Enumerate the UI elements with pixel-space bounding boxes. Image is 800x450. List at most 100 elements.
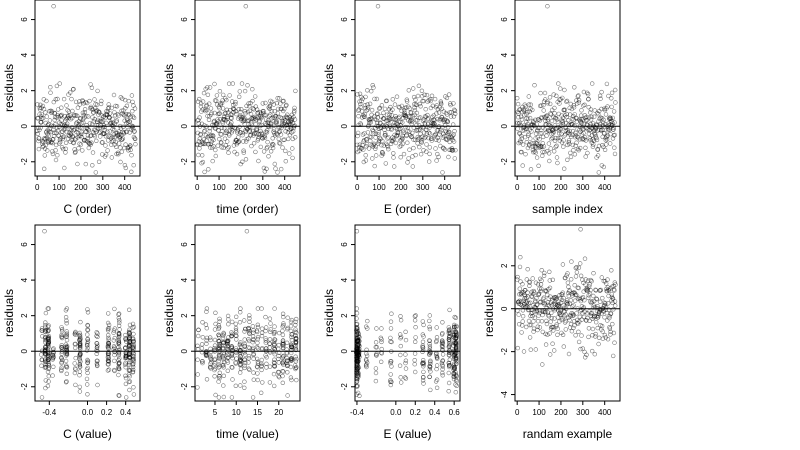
data-point [427,131,433,136]
data-point [112,110,117,115]
data-point [390,137,396,143]
data-point [542,97,548,102]
data-point [246,118,251,124]
data-point [77,141,82,146]
data-point [36,146,42,152]
data-point [48,90,53,95]
panel-c-value: -2 0 2 4 6 -0.4 0.0 0.2 0.4 residuals C (value) [2,224,141,441]
data-point [38,102,43,108]
data-point [201,137,207,142]
data-point [519,149,524,155]
data-point [411,145,416,151]
data-point [241,150,247,155]
data-point [393,140,399,146]
data-point [439,101,444,107]
data-point [546,141,552,146]
data-point [413,137,418,143]
data-point [260,101,265,106]
data-point [552,138,558,144]
data-point [129,93,135,98]
data-point [413,152,418,158]
y-tick-label: 4 [20,52,29,57]
data-point [89,85,95,91]
data-point [567,132,573,137]
data-point [433,146,438,151]
data-point [598,96,603,101]
data-point [532,149,537,154]
data-point [558,135,563,141]
data-point [405,125,411,130]
data-point [201,90,207,96]
data-point [417,127,423,132]
data-point [46,133,51,139]
data-point [451,114,457,119]
data-point [374,153,379,158]
x-tick-label: 300 [96,183,110,192]
y-tick-label: 6 [20,17,29,22]
data-point [380,123,385,128]
data-point [355,130,361,136]
data-point [69,96,74,102]
data-point [391,151,396,156]
data-point [548,111,553,116]
data-point [292,108,297,113]
data-point [269,108,274,114]
data-point [435,151,440,157]
data-point [266,154,271,159]
data-point [400,136,405,142]
data-point [420,124,425,130]
data-point [44,98,49,104]
data-point [595,153,601,158]
data-point [107,129,113,134]
data-point [373,144,378,149]
data-point [358,104,363,110]
data-point [129,169,134,175]
data-point [202,169,207,175]
data-point [274,131,279,136]
data-point [363,94,368,100]
x-axis-label: E (order) [384,202,431,216]
data-point [531,141,536,146]
data-point [72,150,78,155]
y-tick-label: 6 [20,242,29,247]
data-point [227,93,232,98]
data-point [369,88,374,94]
data-point [233,109,238,114]
data-point [60,136,65,141]
data-point [261,149,267,154]
x-axis-label: time (order) [216,202,278,216]
data-point [263,121,268,126]
data-point [219,145,224,150]
data-point [607,141,613,146]
data-point [85,133,91,138]
data-point [415,141,420,146]
data-point [210,158,215,164]
y-tick-label: 0 [340,123,349,128]
data-point [85,114,91,119]
data-point [366,146,372,151]
data-point [120,124,126,130]
data-point [608,116,613,122]
data-point [434,158,439,163]
data-point [258,144,263,150]
data-point [52,130,57,135]
data-point [208,106,214,111]
data-point [198,132,203,138]
data-point [389,127,394,132]
y-tick-label: -2 [20,383,29,391]
data-point [65,107,70,113]
data-point [197,115,202,120]
data-point [514,95,520,101]
x-tick-label: 400 [278,183,292,192]
data-point [40,115,46,121]
x-tick-label: 300 [256,183,270,192]
data-point [599,89,604,95]
data-point [87,121,93,126]
points [514,3,618,175]
data-point [534,155,540,160]
x-tick-label: 0 [195,183,200,192]
data-point [392,102,398,107]
data-point [64,103,69,108]
data-point [106,105,112,110]
data-point [515,101,521,107]
